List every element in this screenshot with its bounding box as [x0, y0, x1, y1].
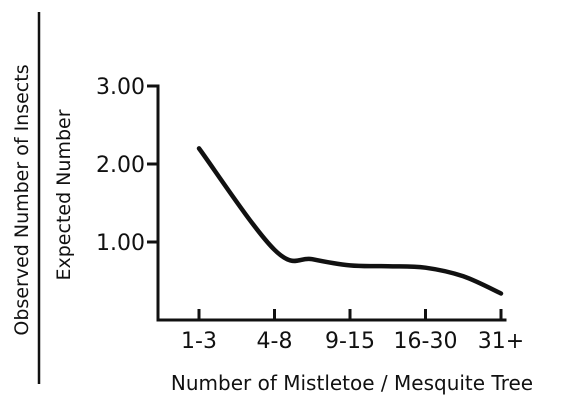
y-axis-title-numerator: Observed Number of Insects: [11, 64, 33, 335]
x-tick-label: 16-30: [394, 329, 458, 354]
y-tick-label: 1.00: [96, 231, 145, 256]
chart-axes: [156, 84, 507, 322]
y-axis-title-denominator-group: Expected Number: [53, 109, 75, 280]
x-tick-label: 9-15: [325, 329, 375, 354]
x-tick-label: 31+: [478, 329, 524, 354]
series-line: [196, 146, 504, 296]
x-ticks-group: 1-3 4-8 9-15 16-30 31+: [181, 309, 524, 354]
y-ticks-group: 3.00 2.00 1.00: [96, 75, 158, 256]
y-axis-title-denominator: Expected Number: [53, 109, 75, 280]
x-axis-title: Number of Mistletoe / Mesquite Tree: [171, 371, 533, 395]
y-tick-label: 2.00: [96, 153, 145, 178]
x-tick-label: 1-3: [181, 329, 217, 354]
x-tick-label: 4-8: [257, 329, 293, 354]
y-axis-title-numerator-group: Observed Number of Insects: [11, 64, 33, 335]
y-tick-label: 3.00: [96, 75, 145, 100]
series-group: [196, 146, 504, 296]
